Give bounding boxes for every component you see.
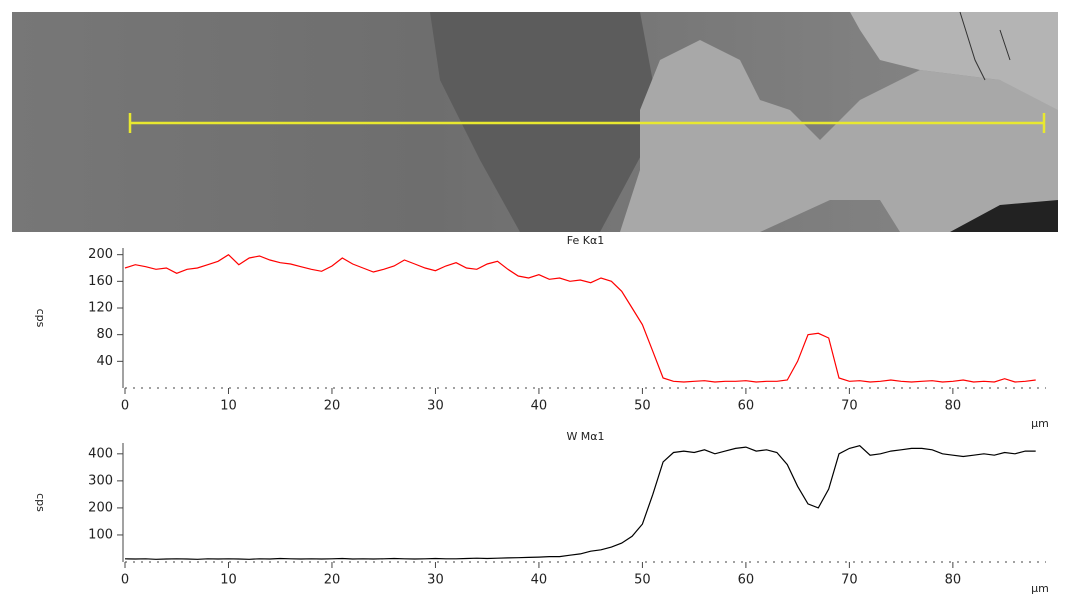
y-tick-label: 300 — [88, 473, 113, 488]
x-tick-label: 50 — [634, 573, 651, 588]
y-tick-label: 160 — [88, 274, 113, 289]
x-tick-label: 20 — [324, 399, 341, 414]
y-tick-label: 80 — [96, 327, 113, 342]
y-axis-label: cps — [34, 493, 47, 512]
y-tick-label: 40 — [96, 354, 113, 369]
x-tick-label: 0 — [121, 573, 129, 588]
x-tick-label: 80 — [945, 399, 962, 414]
x-tick-label: 40 — [531, 399, 548, 414]
y-tick-label: 100 — [88, 527, 113, 542]
y-tick-label: 120 — [88, 301, 113, 316]
x-tick-label: 10 — [220, 399, 237, 414]
chart-title: Fe Kα1 — [567, 234, 604, 247]
chart-title: W Mα1 — [566, 430, 604, 443]
x-tick-label: 70 — [841, 573, 858, 588]
x-tick-label: 0 — [121, 399, 129, 414]
sem-image — [12, 11, 1058, 232]
x-tick-label: 30 — [427, 399, 444, 414]
x-tick-label: 50 — [634, 399, 651, 414]
x-axis-label: µm — [1031, 417, 1049, 430]
x-tick-label: 20 — [324, 573, 341, 588]
x-tick-label: 40 — [531, 573, 548, 588]
x-tick-label: 30 — [427, 573, 444, 588]
data-line — [124, 445, 1036, 560]
y-tick-label: 200 — [88, 500, 113, 515]
x-tick-label: 70 — [841, 399, 858, 414]
x-tick-label: 10 — [220, 573, 237, 588]
x-tick-label: 80 — [945, 573, 962, 588]
data-line — [124, 253, 1036, 383]
x-tick-label: 60 — [738, 399, 755, 414]
y-axis-label: cps — [34, 309, 47, 328]
x-axis-label: µm — [1031, 582, 1049, 594]
y-tick-label: 200 — [88, 247, 113, 262]
y-tick-label: 400 — [88, 446, 113, 461]
x-tick-label: 60 — [738, 573, 755, 588]
